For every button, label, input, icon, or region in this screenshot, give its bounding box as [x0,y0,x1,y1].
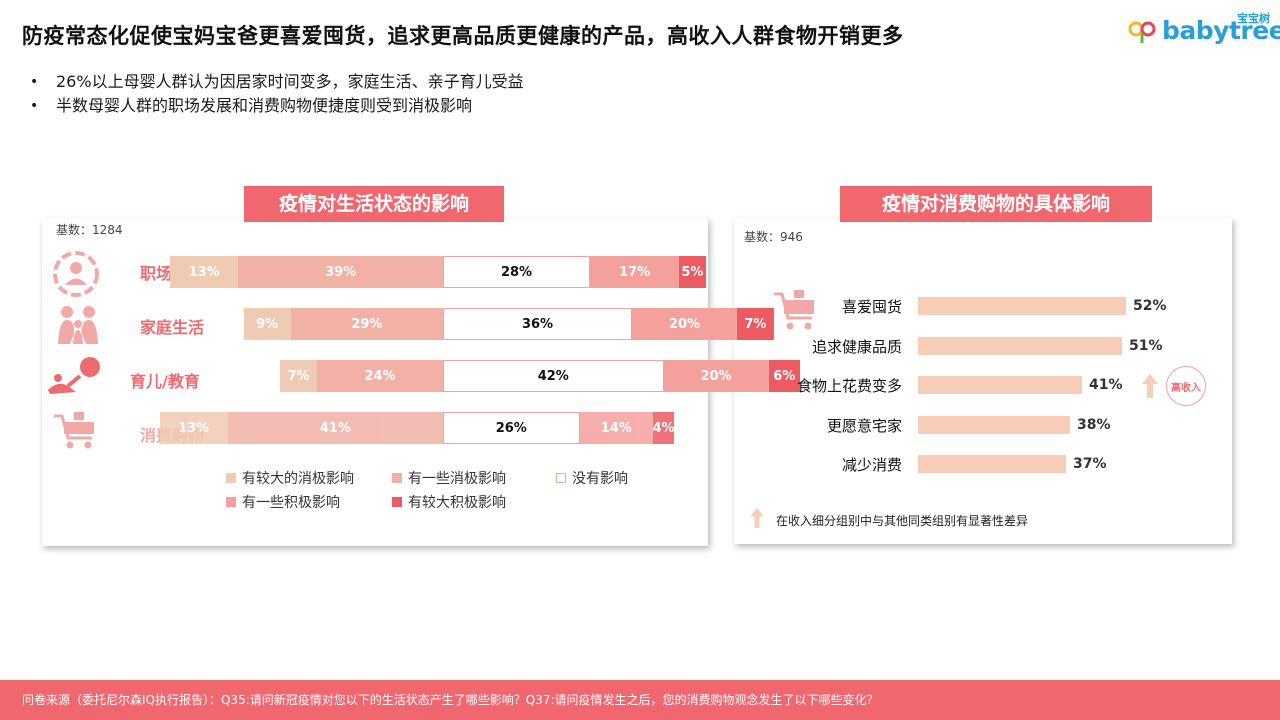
seg-some-positive: 20% [632,308,737,340]
bullet-item: • 26%以上母婴人群认为因居家时间变多，家庭生活、亲子育儿受益 [30,70,524,94]
row-label-family: 家庭生活 [140,318,205,337]
left-base-count: 基数：1284 [56,223,123,237]
logo-cn-text: 宝宝树 [1237,12,1270,25]
page-title: 防疫常态化促使宝妈宝爸更喜爱囤货，追求更高品质更健康的产品，高收入人群食物开销更… [22,24,904,48]
legend-item: 有一些消极影响 [392,468,506,488]
seg-big-positive: 4% [653,412,674,444]
seg-big-positive: 7% [737,308,774,340]
bar [918,336,1122,355]
seg-no-impact: 42% [443,360,664,392]
seg-some-negative: 24% [317,360,443,392]
seg-big-negative: 9% [243,308,291,340]
legend-item: 有较大的消极影响 [226,468,354,488]
seg-big-positive: 5% [679,256,706,288]
bar [918,297,1126,315]
logo-text: babytree [1162,16,1280,45]
seg-some-negative: 29% [290,308,443,340]
legend-item: 有较大积极影响 [392,492,506,512]
seg-no-impact: 26% [443,412,580,444]
babytree-logo: babytree 宝宝树 [1126,8,1280,48]
summary-bullets: • 26%以上母婴人群认为因居家时间变多，家庭生活、亲子育儿受益 • 半数母婴人群的… [30,70,524,118]
seg-big-negative: 7% [280,360,317,392]
right-base-count: 基数：946 [744,230,803,244]
bullet-text: 半数母婴人群的职场发展和消费购物便捷度则受到消极影响 [56,96,473,115]
bar-category-label: 食物上花费变多 [796,377,902,395]
legend-label: 有一些消极影响 [408,471,506,487]
person-circle-icon [53,251,99,297]
footer-bar: 问卷来源（委托尼尔森IQ执行报告）：Q35:请问新冠疫情对您以下的生活状态产生了… [0,680,1280,720]
row-label-parenting: 育儿/教育 [130,372,200,391]
family-icon [58,306,98,344]
bar-value-label: 52% [1133,298,1167,314]
legend-label: 有较大的消极影响 [242,471,354,487]
bar [918,376,1082,394]
significance-note: 在收入细分组别中与其他同类组别有显著性差异 [776,514,1029,528]
seg-some-positive: 20% [663,360,769,392]
shopping-impact-title: 疫情对消费购物的具体影响 [840,186,1152,222]
legend-label: 有较大积极影响 [408,495,506,511]
high-income-badge: 高收入 [1166,366,1206,406]
shopping-cart-icon [774,290,814,330]
bar-value-label: 37% [1073,456,1107,472]
seg-big-negative: 13% [170,256,239,288]
bullet-text: 26%以上母婴人群认为因居家时间变多，家庭生活、亲子育儿受益 [56,72,524,91]
legend-swatch [226,473,236,483]
seg-no-impact: 36% [443,308,632,340]
seg-some-positive: 14% [579,412,653,444]
legend-swatch [556,473,566,483]
seg-no-impact: 28% [443,256,590,288]
seg-some-negative: 39% [238,256,443,288]
bar-category-label: 追求健康品质 [811,337,902,356]
bar-value-label: 51% [1129,337,1163,354]
life-impact-title: 疫情对生活状态的影响 [244,186,504,222]
legend-item: 没有影响 [556,468,628,488]
bar-category-label: 喜爱囤货 [841,298,902,316]
footer-source: 问卷来源（委托尼尔森IQ执行报告）：Q35:请问新冠疫情对您以下的生活状态产生了… [22,693,879,707]
up-arrow-icon [1142,374,1158,398]
logo-mark-icon [1128,21,1156,43]
seg-big-positive: 6% [768,360,800,392]
seg-big-negative: 13% [159,412,228,444]
seg-some-negative: 41% [227,412,443,444]
bar-category-label: 减少消费 [841,456,902,474]
bar-value-label: 38% [1077,416,1111,433]
shopping-cart-icon [54,412,94,449]
bar [918,415,1070,434]
legend-swatch [392,473,402,483]
bullet-item: • 半数母婴人群的职场发展和消费购物便捷度则受到消极影响 [30,94,524,118]
legend-swatch [226,497,236,507]
bar-value-label: 41% [1089,377,1123,393]
legend-label: 没有影响 [572,471,628,487]
parent-child-icon [48,357,100,394]
bar-category-label: 更愿意宅家 [826,416,902,435]
legend-swatch [392,497,402,507]
bar [918,455,1066,473]
up-arrow-icon [750,508,764,528]
seg-some-positive: 17% [590,256,680,288]
legend-label: 有一些积极影响 [242,495,340,511]
legend-item: 有一些积极影响 [226,492,340,512]
